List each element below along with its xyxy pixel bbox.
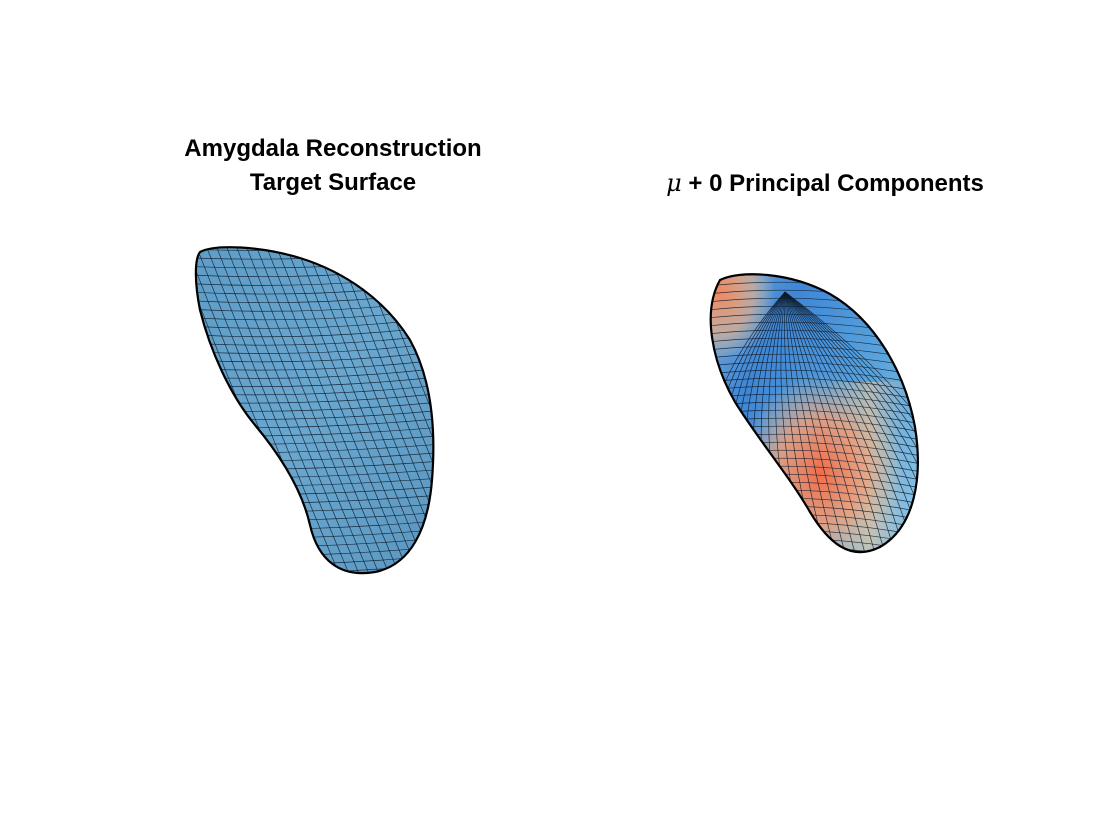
mesh-ring-line — [710, 545, 918, 553]
mesh-ring-line — [690, 562, 940, 580]
mesh-meridian-line — [239, 247, 391, 574]
mesh-ring-line — [195, 544, 434, 557]
mesh-ring-line — [195, 569, 434, 574]
target-surface-outline — [194, 246, 435, 575]
mesh-meridian-line — [309, 247, 434, 574]
mesh-meridian-line — [429, 247, 434, 574]
mesh-meridian-line — [784, 291, 918, 553]
mesh-ring-line — [690, 554, 940, 572]
mesh-ring-line — [710, 529, 918, 549]
mesh-ring-line — [170, 579, 460, 592]
mesh-meridian-line — [199, 247, 351, 574]
mesh-ring-line — [690, 570, 940, 588]
mesh-meridian-line — [784, 291, 918, 553]
mesh-meridian-line — [710, 291, 786, 553]
right-panel-title: μ + 0 Principal Components — [610, 166, 1040, 201]
mesh-meridian-line — [440, 230, 590, 600]
mesh-meridian-line — [209, 247, 361, 574]
mesh-meridian-line — [419, 247, 434, 574]
mesh-ring-line — [195, 552, 434, 566]
mu-symbol: μ — [666, 169, 682, 197]
mesh-meridian-line — [249, 247, 401, 574]
mesh-meridian-line — [259, 247, 411, 574]
mesh-meridian-line — [784, 291, 918, 553]
left-title-line-2: Target Surface — [249, 169, 417, 196]
mesh-ring-line — [170, 230, 460, 242]
mean-shape-plot — [690, 273, 940, 572]
mesh-ring-line — [195, 561, 434, 574]
mesh-meridian-line — [784, 291, 918, 553]
mesh-meridian-line — [269, 247, 421, 574]
mesh-meridian-line — [784, 291, 918, 553]
mesh-meridian-line — [784, 291, 918, 553]
mesh-meridian-line — [784, 291, 918, 553]
mean-shape-outline — [709, 273, 919, 554]
left-panel-title: Amygdala Reconstruction Target Surface — [130, 132, 536, 200]
mesh-meridian-line — [784, 291, 881, 553]
mesh-meridian-line — [229, 247, 381, 574]
mesh-ring-line — [710, 537, 918, 553]
mesh-meridian-line — [784, 291, 918, 553]
mesh-meridian-line — [784, 291, 891, 553]
target-surface-plot — [170, 230, 460, 592]
mesh-meridian-line — [784, 291, 851, 553]
mesh-meridian-line — [784, 291, 901, 553]
left-title-line-1: Amygdala Reconstruction — [184, 135, 482, 162]
mesh-meridian-line — [784, 291, 841, 553]
right-title-text: + 0 Principal Components — [681, 170, 984, 197]
mesh-meridian-line — [784, 291, 871, 553]
mesh-meridian-line — [219, 247, 371, 574]
mesh-meridian-line — [319, 247, 434, 574]
mesh-meridian-line — [784, 291, 861, 553]
